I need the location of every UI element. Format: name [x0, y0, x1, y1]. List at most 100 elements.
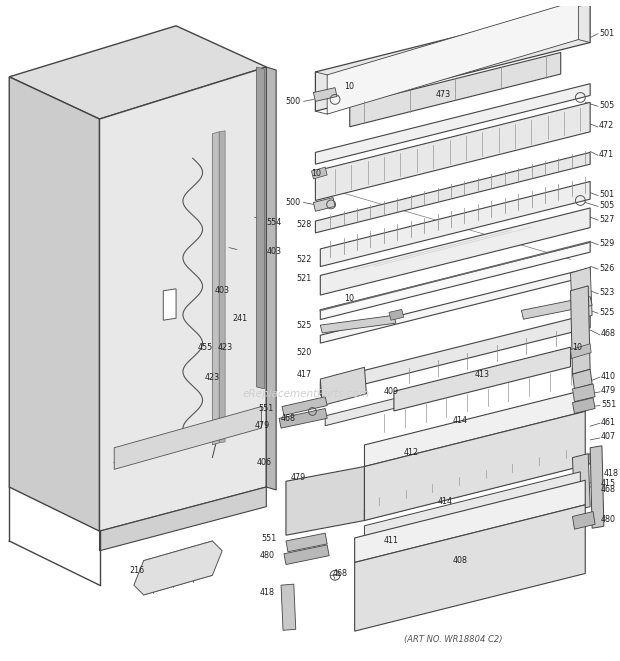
Text: 410: 410	[601, 371, 616, 381]
Polygon shape	[100, 487, 267, 551]
Polygon shape	[100, 67, 267, 531]
Text: 423: 423	[217, 343, 232, 352]
Text: 414: 414	[438, 497, 453, 506]
Polygon shape	[321, 368, 366, 406]
Polygon shape	[394, 347, 570, 411]
Polygon shape	[572, 453, 590, 510]
Text: 472: 472	[599, 122, 614, 130]
Text: 468: 468	[601, 485, 616, 494]
Polygon shape	[316, 153, 590, 233]
Polygon shape	[163, 289, 176, 320]
Text: 523: 523	[599, 288, 614, 297]
Text: 525: 525	[599, 308, 614, 317]
Text: 423: 423	[205, 373, 219, 381]
Text: 525: 525	[296, 321, 311, 330]
Text: 414: 414	[453, 416, 467, 425]
Polygon shape	[321, 182, 590, 266]
Polygon shape	[316, 102, 590, 200]
Text: 522: 522	[296, 255, 311, 264]
Polygon shape	[327, 0, 578, 114]
Polygon shape	[281, 584, 296, 631]
Text: 10: 10	[572, 343, 583, 352]
Text: 241: 241	[232, 314, 247, 323]
Polygon shape	[521, 297, 592, 319]
Text: 527: 527	[599, 215, 614, 223]
Text: 418: 418	[259, 588, 274, 598]
Polygon shape	[279, 408, 327, 428]
Polygon shape	[114, 407, 262, 469]
Text: 10: 10	[344, 294, 354, 303]
Polygon shape	[321, 243, 590, 319]
Text: 479: 479	[291, 473, 306, 482]
Text: 505: 505	[599, 201, 614, 210]
Polygon shape	[350, 52, 560, 127]
Polygon shape	[365, 454, 590, 520]
Polygon shape	[572, 384, 595, 402]
Text: 473: 473	[435, 90, 451, 99]
Polygon shape	[570, 344, 591, 358]
Polygon shape	[311, 167, 327, 179]
Text: 500: 500	[286, 198, 301, 207]
Polygon shape	[316, 3, 590, 111]
Polygon shape	[286, 467, 365, 535]
Text: 403: 403	[215, 286, 229, 295]
Text: 520: 520	[296, 348, 311, 357]
Polygon shape	[572, 512, 595, 529]
Text: 479: 479	[255, 420, 270, 430]
Polygon shape	[219, 131, 225, 443]
Polygon shape	[572, 369, 592, 389]
Polygon shape	[321, 315, 396, 333]
Text: 468: 468	[281, 414, 296, 423]
Text: 479: 479	[601, 386, 616, 395]
Text: 408: 408	[453, 556, 467, 565]
Text: 526: 526	[599, 264, 614, 273]
Text: (ART NO. WR18804 C2): (ART NO. WR18804 C2)	[404, 635, 502, 644]
Polygon shape	[9, 77, 100, 531]
Text: 468: 468	[601, 329, 616, 338]
Text: 413: 413	[474, 369, 489, 379]
Polygon shape	[321, 268, 590, 343]
Text: 418: 418	[604, 469, 619, 478]
Polygon shape	[267, 67, 276, 490]
Polygon shape	[389, 309, 404, 320]
Text: 551: 551	[261, 533, 276, 543]
Text: 500: 500	[286, 97, 301, 106]
Polygon shape	[257, 67, 264, 389]
Polygon shape	[570, 267, 592, 321]
Polygon shape	[321, 314, 590, 395]
Text: 403: 403	[267, 247, 281, 256]
Text: 417: 417	[296, 369, 311, 379]
Text: 521: 521	[296, 274, 311, 284]
Polygon shape	[590, 446, 604, 528]
Polygon shape	[9, 26, 267, 119]
Text: 415: 415	[601, 479, 616, 488]
Text: 505: 505	[599, 100, 614, 110]
Polygon shape	[321, 208, 590, 295]
Text: 10: 10	[311, 169, 322, 178]
Text: 501: 501	[599, 29, 614, 38]
Text: 528: 528	[296, 219, 311, 229]
Polygon shape	[286, 533, 327, 552]
Text: 409: 409	[384, 387, 399, 397]
Text: 480: 480	[259, 551, 274, 561]
Polygon shape	[326, 362, 541, 426]
Polygon shape	[282, 397, 327, 415]
Polygon shape	[365, 390, 585, 467]
Text: 471: 471	[599, 150, 614, 159]
Text: 551: 551	[258, 404, 273, 413]
Polygon shape	[213, 132, 219, 445]
Text: 406: 406	[256, 458, 271, 467]
Polygon shape	[365, 411, 585, 520]
Text: 468: 468	[333, 569, 348, 578]
Text: 407: 407	[601, 432, 616, 442]
Polygon shape	[365, 472, 580, 537]
Text: 529: 529	[599, 239, 614, 248]
Text: 216: 216	[129, 566, 144, 575]
Text: 10: 10	[344, 82, 354, 91]
Text: 501: 501	[599, 190, 614, 199]
Text: eReplacementParts.com: eReplacementParts.com	[242, 389, 369, 399]
Polygon shape	[570, 286, 590, 374]
Text: 455: 455	[198, 343, 213, 352]
Text: 411: 411	[384, 537, 399, 545]
Polygon shape	[316, 84, 590, 164]
